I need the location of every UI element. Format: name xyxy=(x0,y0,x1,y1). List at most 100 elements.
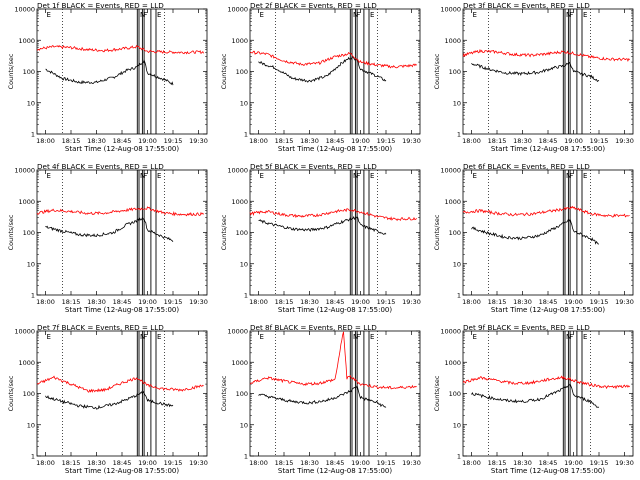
x-tick-label: 18:45 xyxy=(539,459,558,467)
x-tick-label: 18:00 xyxy=(249,459,268,467)
y-tick-label: 1000 xyxy=(231,359,248,367)
x-axis-label: Start Time (12-Aug-08 17:55:00) xyxy=(278,467,392,475)
x-tick-label: 18:30 xyxy=(513,298,532,306)
events-series-line xyxy=(45,216,174,242)
lld-series-line xyxy=(462,205,630,218)
time-marker-label: E xyxy=(47,172,51,180)
time-marker-label: E xyxy=(370,333,374,341)
y-tick-label: 1 xyxy=(244,453,248,461)
time-marker-label: E xyxy=(260,172,264,180)
panel-4: Det 4f BLACK = Events, RED = LLD 1 10 100 10… xyxy=(7,162,208,314)
x-tick-label: 19:15 xyxy=(164,459,183,467)
time-marker-label: N xyxy=(353,333,358,341)
y-tick-label: 1 xyxy=(31,453,35,461)
time-marker-label: N xyxy=(140,11,145,19)
x-tick-label: 19:00 xyxy=(138,459,157,467)
time-marker-label: N xyxy=(140,172,145,180)
x-tick-label: 19:15 xyxy=(377,459,396,467)
time-marker-label: E xyxy=(47,333,51,341)
panel-6: Det 6f BLACK = Events, RED = LLD 1 10 100 10… xyxy=(433,162,634,314)
x-tick-label: 18:00 xyxy=(249,298,268,306)
panel-title: Det 7f BLACK = Events, RED = LLD xyxy=(37,323,164,332)
time-marker-label: E xyxy=(583,11,587,19)
time-marker-label: F xyxy=(143,11,147,19)
y-tick-label: 10 xyxy=(27,99,35,107)
y-tick-label: 100 xyxy=(23,229,35,237)
x-tick-label: 19:30 xyxy=(402,298,421,306)
x-tick-label: 18:45 xyxy=(326,298,345,306)
events-series-line xyxy=(471,61,600,82)
x-tick-label: 19:30 xyxy=(189,137,208,145)
time-marker-label: N xyxy=(353,172,358,180)
x-tick-label: 18:15 xyxy=(275,459,294,467)
y-tick-label: 100 xyxy=(449,68,461,76)
time-marker-label: E xyxy=(157,333,161,341)
time-marker-label: E xyxy=(370,11,374,19)
x-tick-label: 18:45 xyxy=(539,137,558,145)
y-axis-label: Counts/sec xyxy=(433,53,441,89)
time-marker-label: N xyxy=(566,11,571,19)
y-tick-label: 1000 xyxy=(444,359,461,367)
events-series-line xyxy=(45,390,174,410)
x-tick-label: 18:00 xyxy=(462,298,481,306)
time-marker-label: E xyxy=(157,172,161,180)
y-tick-label: 1000 xyxy=(444,37,461,45)
panel-1: Det 1f BLACK = Events, RED = LLD 1 10 100 10… xyxy=(7,1,208,153)
x-axis-label: Start Time (12-Aug-08 17:55:00) xyxy=(65,467,179,475)
y-tick-label: 1000 xyxy=(231,37,248,45)
x-tick-label: 19:15 xyxy=(590,137,609,145)
x-tick-label: 18:00 xyxy=(36,459,55,467)
y-tick-label: 1000 xyxy=(231,198,248,206)
x-tick-label: 19:30 xyxy=(402,137,421,145)
x-tick-label: 19:30 xyxy=(615,298,634,306)
panel-title: Det 2f BLACK = Events, RED = LLD xyxy=(250,1,377,10)
panel-title: Det 6f BLACK = Events, RED = LLD xyxy=(463,162,590,171)
x-tick-label: 19:00 xyxy=(564,459,583,467)
x-tick-label: 19:30 xyxy=(615,137,634,145)
y-axis-label: Counts/sec xyxy=(7,53,15,89)
x-tick-label: 18:00 xyxy=(36,298,55,306)
y-tick-label: 100 xyxy=(236,229,248,237)
x-axis-label: Start Time (12-Aug-08 17:55:00) xyxy=(491,467,605,475)
x-tick-label: 19:15 xyxy=(590,459,609,467)
lld-series-line xyxy=(36,206,204,217)
x-tick-label: 18:30 xyxy=(87,137,106,145)
x-tick-label: 18:45 xyxy=(113,298,132,306)
time-marker-label: N xyxy=(353,11,358,19)
events-series-line xyxy=(45,58,174,86)
x-tick-label: 19:00 xyxy=(564,298,583,306)
time-marker-label: N xyxy=(566,172,571,180)
y-tick-label: 10000 xyxy=(14,328,35,336)
x-tick-label: 19:00 xyxy=(351,459,370,467)
x-tick-label: 18:45 xyxy=(326,459,345,467)
x-tick-label: 18:15 xyxy=(488,298,507,306)
time-marker-label: E xyxy=(583,333,587,341)
y-tick-label: 1 xyxy=(457,131,461,139)
x-axis-label: Start Time (12-Aug-08 17:55:00) xyxy=(278,145,392,153)
x-tick-label: 19:15 xyxy=(164,137,183,145)
y-tick-label: 100 xyxy=(236,390,248,398)
x-tick-label: 18:15 xyxy=(275,298,294,306)
y-tick-label: 10 xyxy=(27,260,35,268)
x-tick-label: 19:00 xyxy=(138,298,157,306)
events-series-line xyxy=(471,383,600,408)
y-tick-label: 10000 xyxy=(440,6,461,14)
time-marker-label: E xyxy=(473,172,477,180)
panel-title: Det 8f BLACK = Events, RED = LLD xyxy=(250,323,377,332)
time-marker-label: F xyxy=(356,172,360,180)
lld-series-line xyxy=(249,331,417,390)
events-series-line xyxy=(471,218,599,245)
time-marker-label: E xyxy=(473,11,477,19)
y-tick-label: 1 xyxy=(244,131,248,139)
time-marker-label: F xyxy=(356,333,360,341)
lld-series-line xyxy=(249,208,417,222)
y-tick-label: 10 xyxy=(240,260,248,268)
x-tick-label: 19:30 xyxy=(402,459,421,467)
y-tick-label: 100 xyxy=(449,390,461,398)
y-tick-label: 1000 xyxy=(444,198,461,206)
panel-title: Det 3f BLACK = Events, RED = LLD xyxy=(463,1,590,10)
y-tick-label: 1000 xyxy=(18,198,35,206)
y-tick-label: 10000 xyxy=(14,167,35,175)
time-marker-label: F xyxy=(569,333,573,341)
x-axis-label: Start Time (12-Aug-08 17:55:00) xyxy=(65,145,179,153)
